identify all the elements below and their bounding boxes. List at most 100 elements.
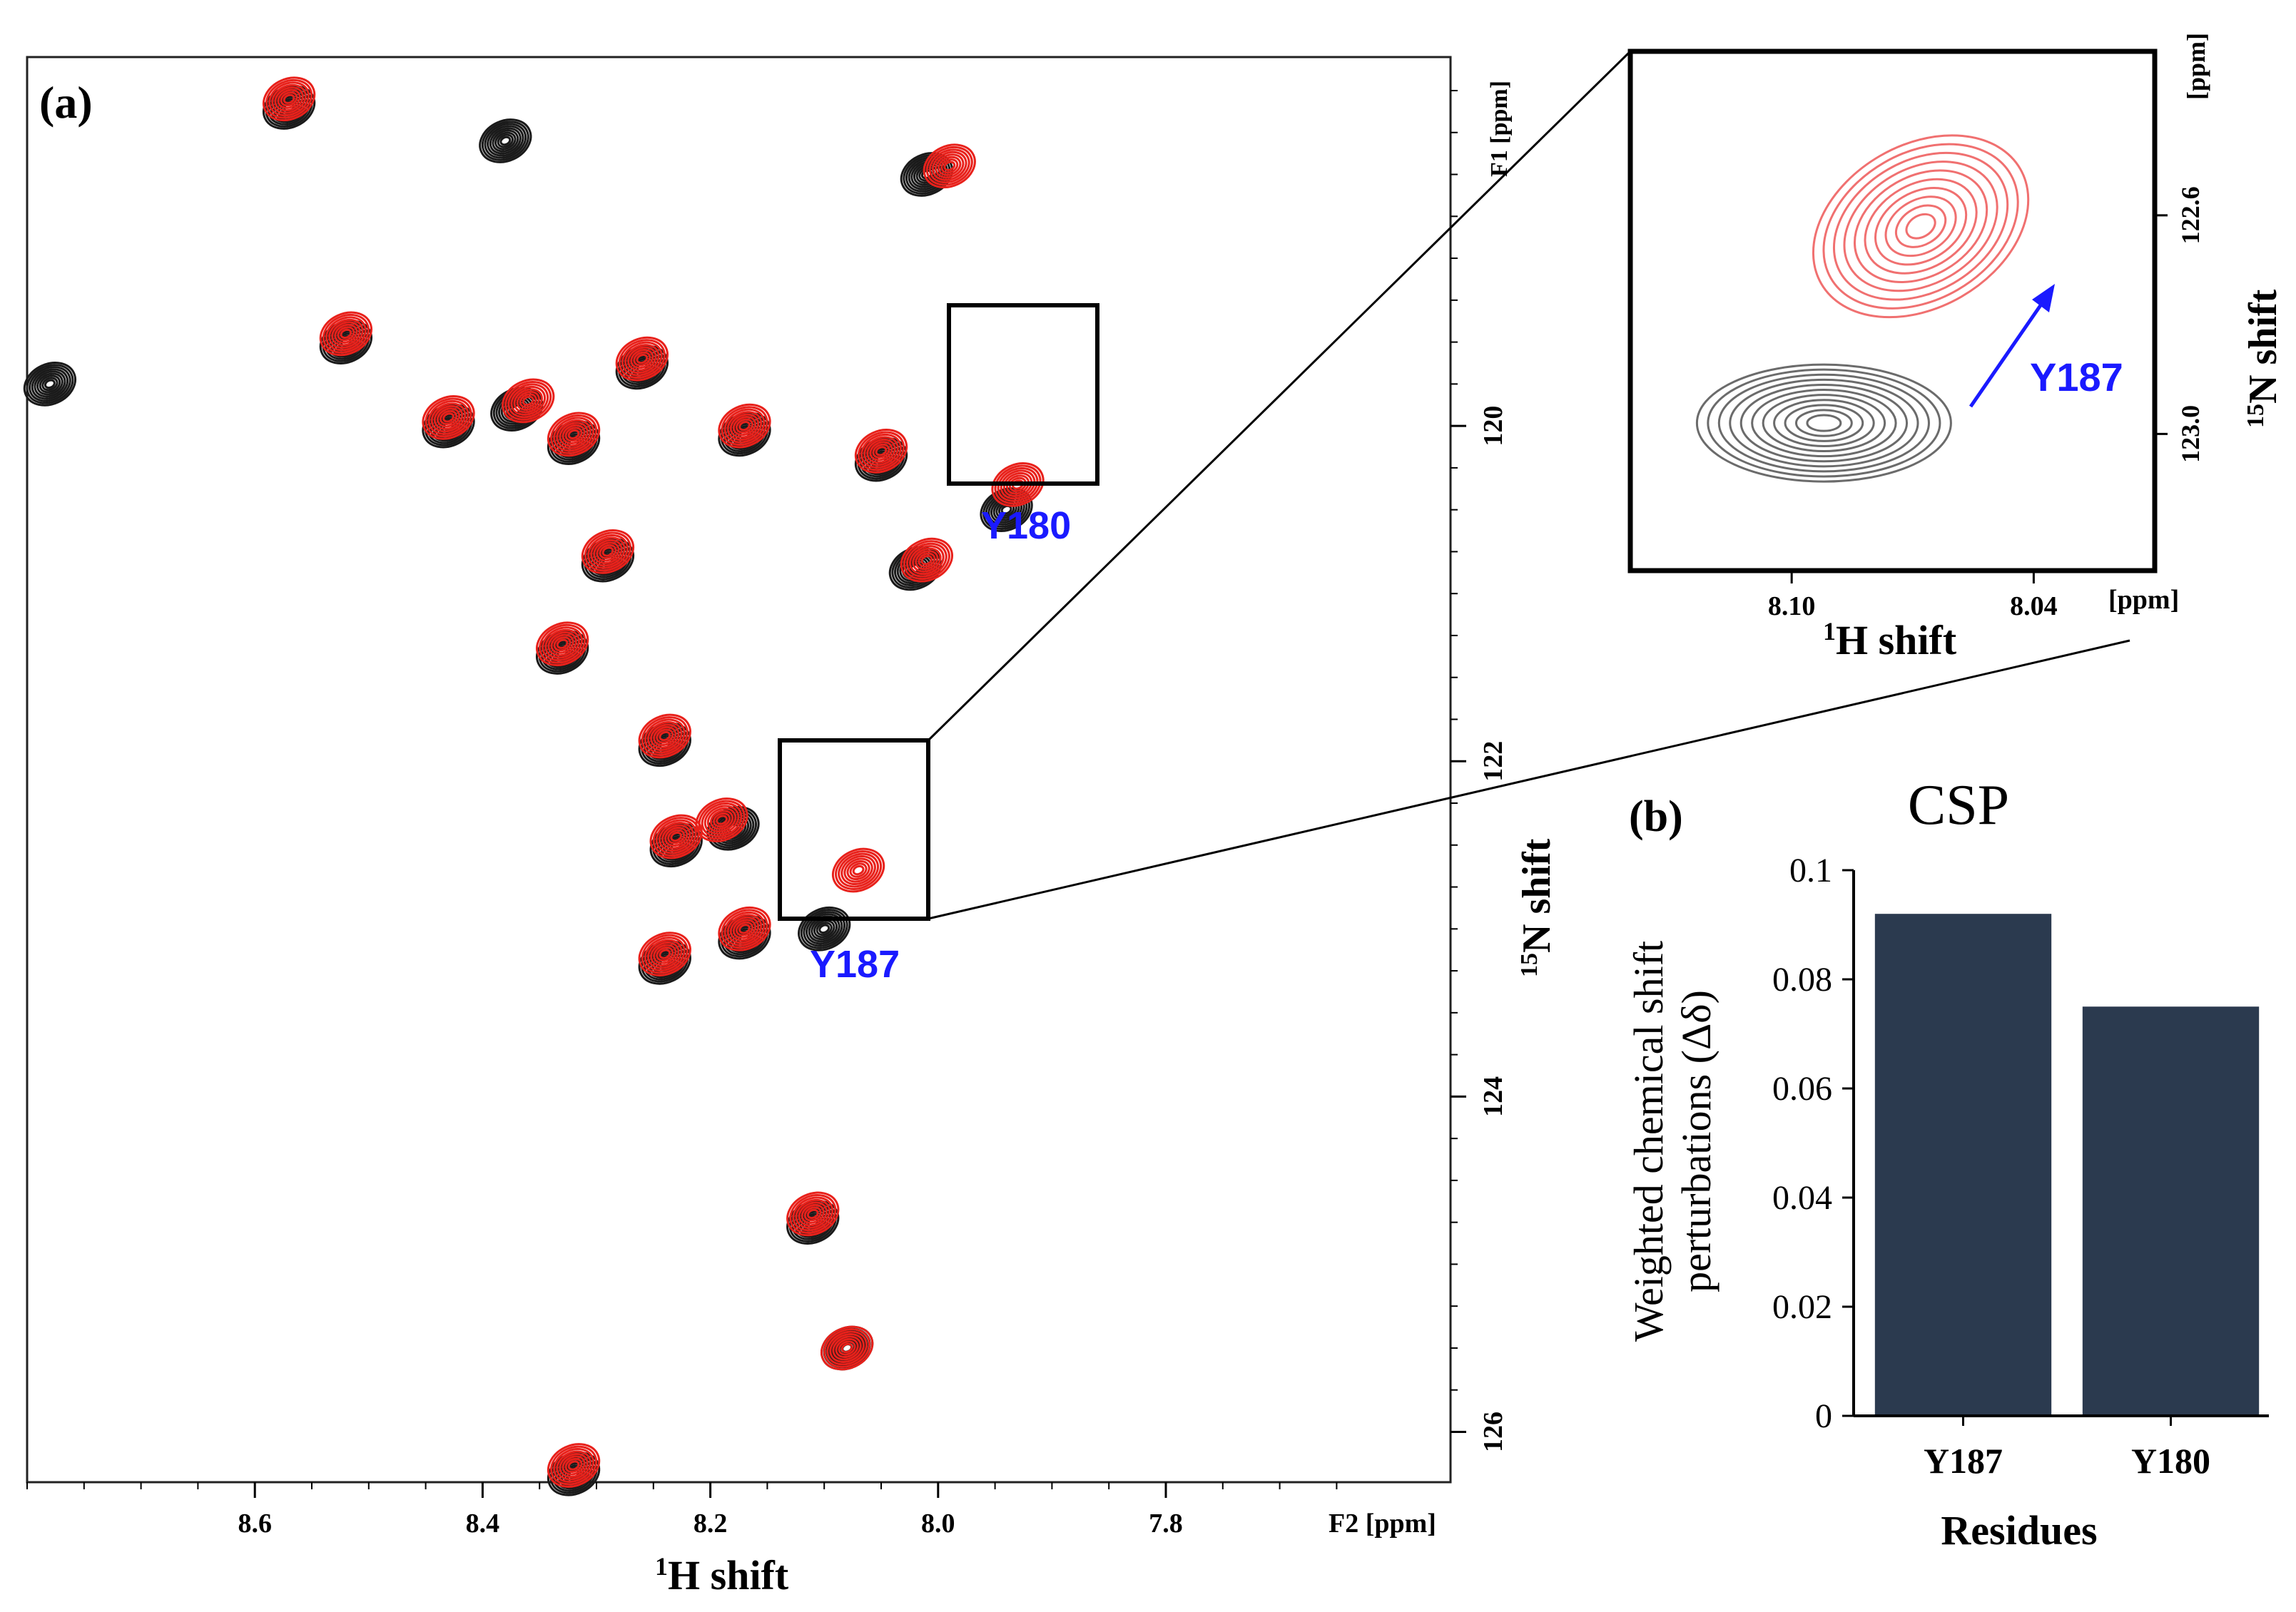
contour-ring xyxy=(1832,151,2009,301)
contour-ring xyxy=(863,436,899,466)
contour-ring xyxy=(564,427,583,442)
contour-ring xyxy=(670,831,683,842)
contour-ring xyxy=(44,379,56,389)
contour-ring xyxy=(650,723,680,749)
contour-ring xyxy=(544,628,580,659)
panel-b-label: (b) xyxy=(1629,792,1683,841)
contour-ring xyxy=(422,395,475,440)
contour-ring xyxy=(1002,471,1033,497)
contour-ring xyxy=(659,730,671,742)
contour-ring xyxy=(553,1448,594,1483)
peak-titrated-18 xyxy=(718,906,771,952)
peak-reference-1 xyxy=(479,118,532,163)
inset-frame xyxy=(1627,49,2158,573)
contour-ring xyxy=(732,416,757,437)
contour-ring xyxy=(709,810,734,830)
contour-ring xyxy=(735,921,754,937)
contour-ring xyxy=(721,909,768,949)
inset-x-unit: [ppm] xyxy=(2108,585,2179,615)
inset-x-tick-label: 8.04 xyxy=(2010,591,2058,621)
inset-y-tick-label: 123.0 xyxy=(2176,405,2205,463)
contour-ring xyxy=(718,403,771,449)
panel-a-peaks xyxy=(23,76,1045,1496)
contour-ring xyxy=(436,407,461,428)
contour-ring xyxy=(615,336,669,382)
contour-ring xyxy=(789,1194,837,1234)
contour-ring xyxy=(26,364,74,404)
panel-b-y-label-line2: perturbations (Δδ) xyxy=(1673,990,1720,1292)
contour-ring xyxy=(723,408,766,444)
contour-ring xyxy=(539,623,586,664)
x-tick-label: 8.2 xyxy=(694,1509,728,1539)
contour-ring xyxy=(587,534,629,569)
contour-ring xyxy=(1894,204,1947,248)
contour-ring xyxy=(590,536,626,567)
panel-a-x-axis: 8.6 8.4 8.2 8.0 7.8 xyxy=(26,1482,1338,1539)
panel-b-title: CSP xyxy=(1908,774,2009,837)
contour-ring xyxy=(852,864,865,876)
contour-ring xyxy=(516,390,540,411)
contour-ring xyxy=(553,417,594,452)
panel-b-x-axis: Y187 Y180 xyxy=(1854,1414,2269,1481)
contour-ring xyxy=(729,413,760,439)
contour-ring xyxy=(34,370,66,398)
contour-ring xyxy=(542,626,584,662)
contour-ring xyxy=(550,1445,598,1486)
contour-ring xyxy=(479,118,532,163)
peak-titrated-13 xyxy=(638,713,691,759)
contour-ring xyxy=(277,88,301,109)
contour-ring xyxy=(334,323,358,344)
peak-titrated-7 xyxy=(718,403,771,449)
inset-y-label: 15N shift xyxy=(2241,289,2285,428)
contour-ring xyxy=(489,127,522,155)
contour-ring xyxy=(846,859,870,881)
x-tick-label: 8.4 xyxy=(466,1509,500,1539)
contour-ring xyxy=(618,339,666,379)
contour-ring xyxy=(1794,409,1853,437)
contour-ring xyxy=(655,819,697,855)
contour-ring xyxy=(664,826,689,847)
contour-ring xyxy=(497,133,514,148)
panel-a-x-label-main: H shift xyxy=(668,1552,789,1598)
contour-ring xyxy=(1005,474,1030,495)
contour-ring xyxy=(337,326,355,342)
contour-ring xyxy=(1008,476,1027,493)
f1-unit-label: F1 [ppm] xyxy=(1486,81,1513,177)
contour-ring xyxy=(706,807,737,833)
panel-b-bars xyxy=(1874,914,2260,1416)
panel-a: (a) Y180 Y187 8.6 8.4 8.2 8.0 7.8 F2 [ppm] 1… xyxy=(23,56,1559,1598)
contour-ring xyxy=(562,424,586,444)
contour-ring xyxy=(832,1335,862,1361)
contour-ring xyxy=(319,311,372,357)
contour-ring xyxy=(661,824,691,850)
contour-ring xyxy=(553,636,572,652)
contour-ring xyxy=(621,341,663,377)
contour-ring xyxy=(869,441,893,461)
contour-ring xyxy=(584,531,631,572)
contour-ring xyxy=(263,76,316,122)
peak-titrated-4 xyxy=(502,378,555,424)
contour-ring xyxy=(596,541,620,562)
contour-ring xyxy=(283,93,295,104)
annotation-y180: Y180 xyxy=(981,504,1071,547)
contour-ring xyxy=(854,429,908,474)
contour-ring xyxy=(1822,143,2019,310)
contour-ring xyxy=(567,1460,580,1471)
inset-peak-titrated xyxy=(1812,134,2030,319)
contour-ring xyxy=(656,728,674,744)
contour-ring xyxy=(340,328,352,340)
contour-ring xyxy=(427,399,469,435)
connector-bottom xyxy=(928,639,2130,920)
inset-x-tick-label: 8.10 xyxy=(1768,591,1816,621)
contour-ring xyxy=(644,718,686,754)
contour-ring xyxy=(31,368,69,400)
bar-y180 xyxy=(2082,1006,2260,1416)
contour-ring xyxy=(835,850,883,890)
contour-ring xyxy=(935,153,965,179)
contour-ring xyxy=(265,78,313,119)
panel-b-x-label: Residues xyxy=(1941,1507,2097,1554)
b-x-tick-label: Y187 xyxy=(1924,1441,2003,1481)
contour-ring xyxy=(36,372,64,396)
peak-titrated-16 xyxy=(832,847,885,893)
